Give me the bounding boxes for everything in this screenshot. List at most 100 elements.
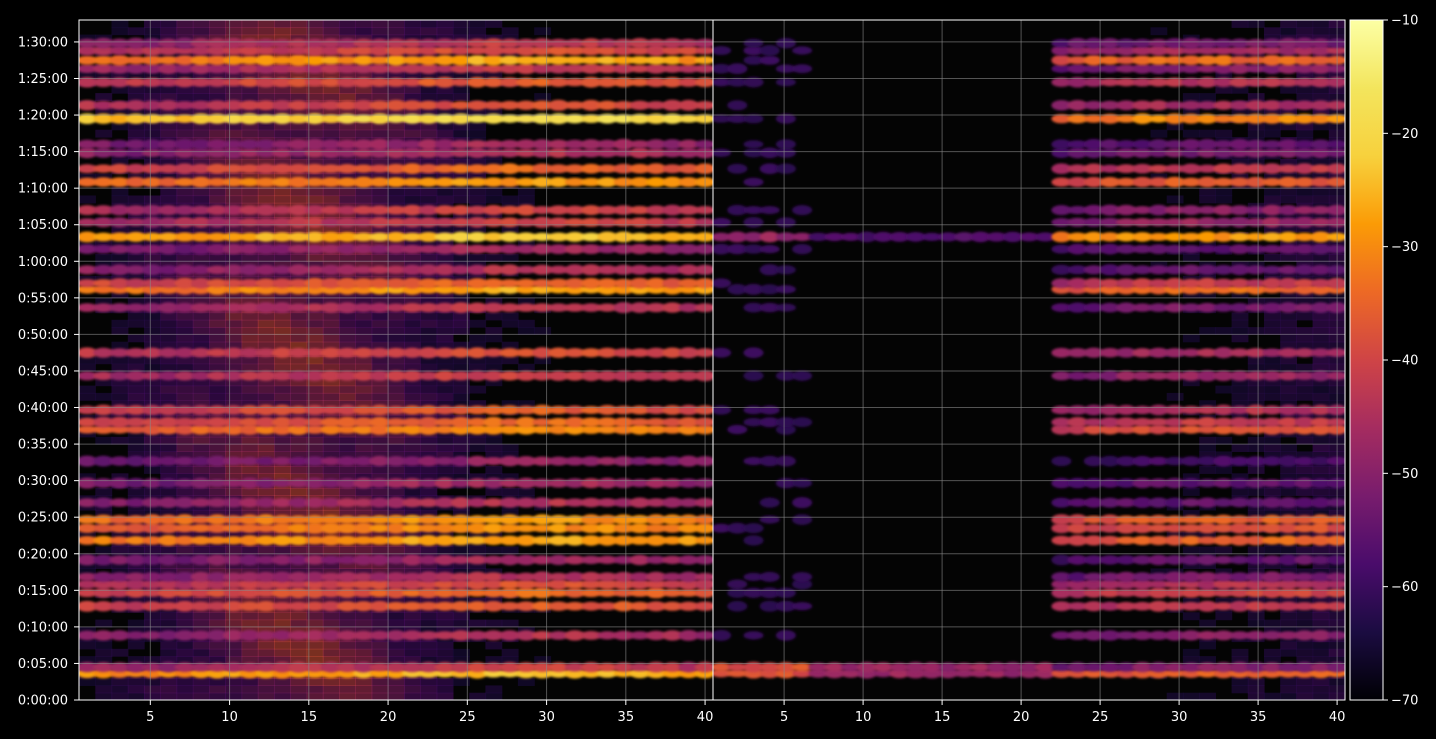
heat-blob	[320, 205, 342, 215]
heat-cell	[322, 473, 340, 482]
heat-cell	[1231, 327, 1249, 335]
heat-blob	[646, 139, 667, 150]
heat-cell	[1199, 239, 1216, 248]
heat-blob	[759, 147, 780, 159]
heat-blob	[1294, 147, 1315, 158]
heat-cell	[290, 85, 308, 94]
heat-blob	[288, 571, 309, 582]
heat-cell	[1264, 173, 1281, 182]
heat-blob	[418, 601, 439, 611]
heat-cell	[355, 224, 373, 233]
heat-blob	[239, 64, 260, 74]
heat-blob	[1310, 147, 1331, 159]
heat-blob	[613, 630, 634, 641]
heat-blob	[646, 38, 667, 48]
heat-blob	[158, 523, 179, 534]
heat-cell	[192, 444, 210, 452]
heat-blob	[1083, 176, 1104, 188]
heat-cell	[176, 451, 194, 460]
heat-cell	[1264, 254, 1281, 262]
heat-blob	[223, 370, 244, 381]
heat-blob	[353, 661, 374, 673]
heat-cell	[241, 385, 259, 394]
heat-cell	[339, 254, 356, 262]
heat-blob	[1132, 371, 1153, 381]
heat-blob	[613, 662, 634, 672]
heat-blob	[1310, 535, 1331, 546]
heat-blob	[369, 424, 390, 435]
heat-cell	[1312, 619, 1330, 628]
heat-cell	[176, 107, 194, 116]
heat-blob	[532, 77, 553, 87]
heat-cell	[1296, 473, 1314, 482]
heat-cell	[127, 392, 145, 401]
heat-blob	[288, 148, 309, 157]
heat-blob	[79, 45, 98, 56]
heat-cell	[1264, 597, 1281, 606]
heat-blob	[713, 523, 732, 533]
heat-blob	[1245, 578, 1266, 590]
heat-cell	[485, 363, 503, 372]
heat-blob	[1164, 417, 1185, 427]
heat-cell	[339, 531, 356, 540]
heat-cell	[1264, 436, 1281, 445]
heat-blob	[467, 114, 488, 123]
heat-blob	[467, 522, 488, 534]
heat-blob	[662, 347, 683, 358]
heat-cell	[469, 195, 487, 204]
heat-cell	[111, 546, 129, 555]
heat-cell	[1264, 27, 1281, 36]
heat-blob	[93, 77, 114, 87]
heat-blob	[79, 498, 98, 507]
heat-blob	[385, 497, 407, 509]
heat-blob	[402, 38, 423, 48]
heat-blob	[1278, 176, 1299, 188]
heat-blob	[223, 347, 244, 358]
heat-cell	[355, 531, 373, 540]
heat-blob	[1067, 498, 1088, 507]
heat-cell	[371, 692, 389, 700]
heat-cell	[290, 195, 308, 204]
heat-blob	[1051, 668, 1072, 678]
heat-cell	[144, 451, 161, 460]
heat-blob	[499, 630, 520, 641]
heat-blob	[109, 536, 130, 545]
heat-cell	[274, 385, 291, 394]
heat-cell	[111, 561, 129, 569]
heat-blob	[190, 205, 211, 215]
heat-cell	[339, 107, 356, 116]
heat-blob	[434, 579, 455, 589]
heat-blob	[1164, 555, 1185, 565]
heat-cell	[1166, 692, 1184, 700]
heat-blob	[1051, 417, 1072, 427]
heat-cell	[517, 678, 535, 686]
heat-cell	[1264, 619, 1281, 628]
heat-blob	[1294, 416, 1315, 428]
heat-cell	[79, 34, 96, 43]
heat-cell	[1296, 327, 1314, 335]
heat-blob	[483, 370, 504, 381]
heat-blob	[385, 555, 407, 565]
heat-cell	[306, 400, 324, 409]
heat-blob	[1229, 497, 1250, 508]
heat-blob	[1132, 497, 1153, 508]
heat-cell	[257, 378, 275, 387]
heat-blob	[385, 45, 407, 56]
heat-blob	[646, 205, 667, 215]
heat-blob	[646, 424, 667, 435]
heat-blob	[402, 554, 423, 566]
heat-cell	[355, 568, 373, 577]
heat-blob	[142, 77, 163, 87]
heat-cell	[144, 356, 161, 365]
heat-cell	[404, 158, 421, 167]
heat-blob	[564, 78, 585, 87]
heat-blob	[272, 661, 293, 673]
heat-cell	[209, 641, 226, 650]
heat-blob	[304, 55, 325, 66]
heat-cell	[420, 93, 438, 101]
heat-cell	[1312, 378, 1330, 387]
heat-blob	[1213, 347, 1234, 359]
heat-blob	[255, 63, 276, 74]
heat-cell	[1182, 546, 1200, 555]
heat-blob	[353, 536, 374, 545]
